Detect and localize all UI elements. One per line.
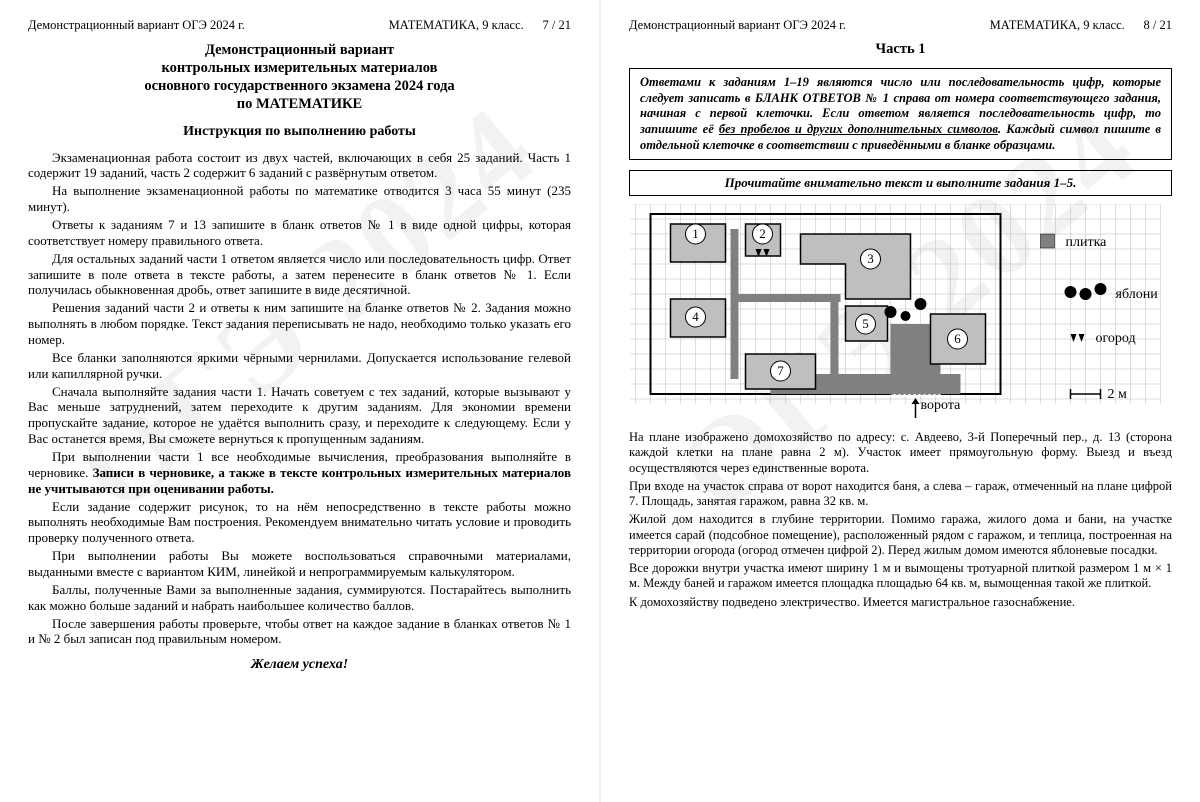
svg-text:2: 2 [759,226,766,241]
para-9: Если задание содержит рисунок, то на нём… [28,499,571,547]
svg-text:огород: огород [1096,331,1136,346]
title-line-1: Демонстрационный вариант [28,41,571,59]
wish-text: Желаем успеха! [28,657,571,673]
svg-text:плитка: плитка [1066,235,1108,250]
doc-title: Демонстрационный вариант контрольных изм… [28,41,571,114]
part-1-title: Часть 1 [629,41,1172,58]
read-tasks-box: Прочитайте внимательно текст и выполните… [629,170,1172,196]
para-8: При выполнении части 1 все необходимые в… [28,449,571,497]
instructions-title: Инструкция по выполнению работы [28,124,571,140]
title-line-3: основного государственного экзамена 2024… [28,77,571,95]
para-6: Все бланки заполняются яркими чёрными че… [28,350,571,382]
para-5: Решения заданий части 2 и ответы к ним з… [28,300,571,348]
para-2: На выполнение экзаменационной работы по … [28,183,571,215]
svg-text:3: 3 [867,251,874,266]
house-plan-diagram: 1 2 3 4 5 6 7 [629,204,1172,424]
title-line-4: по МАТЕМАТИКЕ [28,95,571,113]
para-10: При выполнении работы Вы можете воспольз… [28,548,571,580]
page-header: Демонстрационный вариант ОГЭ 2024 г. МАТ… [28,18,571,33]
title-line-2: контрольных измерительных материалов [28,59,571,77]
svg-text:2 м: 2 м [1108,387,1128,402]
page-7: ОГЭ 2024 Демонстрационный вариант ОГЭ 20… [0,0,599,802]
page-8: ОГЭ 2024 Демонстрационный вариант ОГЭ 20… [601,0,1200,802]
para-11: Баллы, полученные Вами за выполненные за… [28,582,571,614]
svg-text:1: 1 [692,226,699,241]
desc-3: Жилой дом находится в глубине территории… [629,512,1172,558]
para-1: Экзаменационная работа состоит из двух ч… [28,150,571,182]
svg-text:7: 7 [777,363,784,378]
svg-text:яблони: яблони [1116,287,1159,302]
svg-text:4: 4 [692,309,699,324]
desc-2: При входе на участок справа от ворот нах… [629,479,1172,510]
header-left: Демонстрационный вариант ОГЭ 2024 г. [28,18,245,33]
answer-instructions-box: Ответами к заданиям 1–19 являются число … [629,68,1172,160]
desc-1: На плане изображено домохозяйство по адр… [629,430,1172,476]
svg-text:ворота: ворота [921,398,962,413]
page-header: Демонстрационный вариант ОГЭ 2024 г. МАТ… [629,18,1172,33]
desc-4: Все дорожки внутри участка имеют ширину … [629,561,1172,592]
svg-text:6: 6 [954,331,961,346]
header-left: Демонстрационный вариант ОГЭ 2024 г. [629,18,846,33]
para-7: Сначала выполняйте задания части 1. Нача… [28,384,571,447]
para-12: После завершения работы проверьте, чтобы… [28,616,571,648]
header-right: МАТЕМАТИКА, 9 класс. 8 / 21 [990,18,1172,33]
desc-5: К домохозяйству подведено электричество.… [629,595,1172,610]
para-4: Для остальных заданий части 1 ответом яв… [28,251,571,299]
svg-text:5: 5 [862,316,869,331]
para-3: Ответы к заданиям 7 и 13 запишите в блан… [28,217,571,249]
plan-svg: 1 2 3 4 5 6 7 [629,204,1172,424]
header-right: МАТЕМАТИКА, 9 класс. 7 / 21 [389,18,571,33]
